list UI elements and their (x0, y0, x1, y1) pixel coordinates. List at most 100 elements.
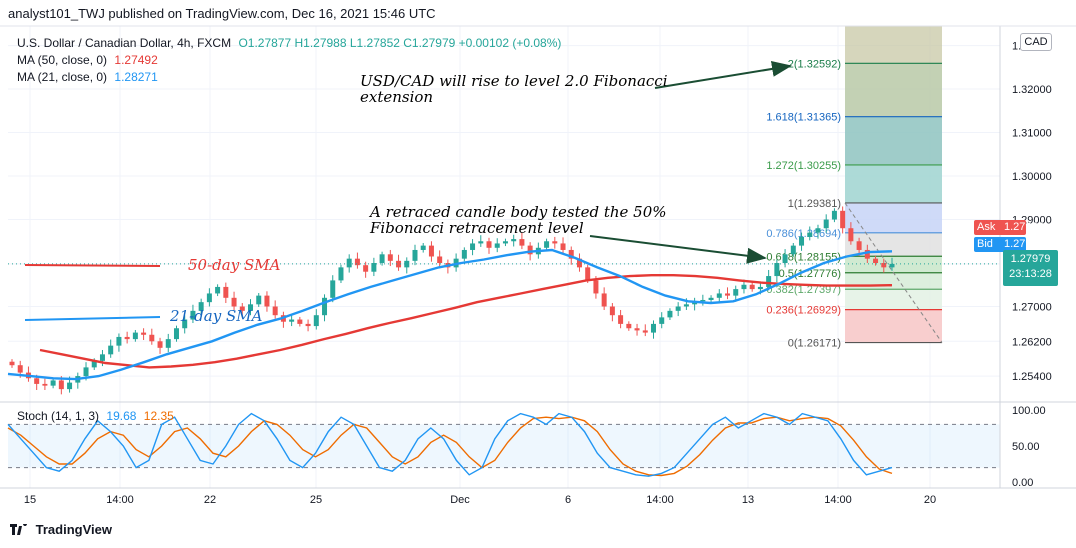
stoch-k-line (7, 412, 893, 477)
candle-body (305, 323, 311, 327)
ask-box: Ask 1.27982 (974, 220, 1044, 235)
candle-body (396, 260, 402, 268)
candle-body (807, 232, 813, 237)
sma21-annotation: 21-day SMA (170, 307, 263, 325)
ask-value: 1.27982 (1004, 221, 1044, 233)
target-arrow (654, 60, 792, 89)
stoch-legend[interactable]: Stoch (14, 1, 3) 19.68 12.35 (17, 409, 174, 423)
ask-label: Ask (977, 221, 996, 233)
retrace-annotation-line1: A retraced candle body tested the 50% (370, 203, 667, 221)
candle-body (313, 315, 319, 327)
time-tick-label: 25 (310, 494, 322, 506)
candles (8, 206, 1000, 395)
candle-body (889, 263, 895, 268)
fib-level-label: 1.618(1.31365) (766, 112, 841, 124)
fib-level-label: 2(1.32592) (788, 58, 841, 70)
fib-zone-top (845, 26, 942, 64)
ma21-line (7, 248, 893, 381)
moving-averages (7, 248, 893, 381)
candle-body (527, 245, 533, 255)
candle-body (297, 319, 303, 324)
candle-body (404, 260, 410, 268)
candle-body (190, 310, 196, 320)
candle-body (856, 241, 862, 250)
bid-value: 1.27979 (1004, 238, 1044, 250)
fib-zone (845, 116, 942, 165)
ma21-value: 1.28271 (114, 70, 158, 84)
fib-level-label: 1.272(1.30255) (766, 160, 841, 172)
candle-body (108, 345, 114, 355)
candle-body (609, 306, 615, 316)
stoch-d-value: 12.35 (143, 409, 174, 423)
currency-button[interactable]: CAD (1020, 33, 1052, 51)
candle-body (206, 293, 212, 303)
candle-body (568, 249, 574, 259)
stoch-d-line (7, 416, 893, 477)
candle-body (420, 245, 426, 250)
candle-body (173, 328, 179, 340)
candle-body (354, 258, 360, 266)
candle-body (157, 341, 163, 348)
last-price-box: 1.27979 23:13:28 (1003, 250, 1058, 286)
candle-body (165, 339, 171, 348)
candle-body (626, 323, 632, 329)
fib-zone (845, 202, 942, 233)
candle-body (766, 276, 772, 287)
bid-label: Bid (977, 238, 993, 250)
time-tick-label: 14:00 (824, 494, 852, 506)
candle-body (17, 365, 23, 373)
candle-body (223, 286, 229, 298)
candle-body (67, 382, 73, 390)
last-price: 1.27979 (1010, 253, 1051, 265)
ma50-value: 1.27492 (114, 53, 158, 67)
candle-body (815, 228, 821, 233)
candle-body (864, 249, 870, 259)
candle-body (552, 241, 558, 244)
candle-body (264, 295, 270, 307)
candle-body (198, 302, 204, 311)
candle-body (231, 297, 237, 307)
candle-body (470, 243, 476, 250)
candle-body (338, 267, 344, 281)
candle-body (132, 332, 138, 340)
ma50-legend[interactable]: MA (50, close, 0) 1.27492 (17, 53, 158, 67)
ma21-legend[interactable]: MA (21, close, 0) 1.28271 (17, 70, 158, 84)
candle-body (428, 245, 434, 257)
candle-body (330, 280, 336, 298)
ohlc-values: O1.27877 H1.27988 L1.27852 C1.27979 +0.0… (238, 36, 562, 50)
candle-body (741, 284, 747, 290)
time-tick-label: 15 (24, 494, 36, 506)
candle-body (585, 267, 591, 281)
symbol-legend[interactable]: U.S. Dollar / Canadian Dollar, 4h, FXCM … (17, 36, 561, 50)
time-tick-label: 6 (565, 494, 571, 506)
candle-body (799, 236, 805, 246)
target-annotation-line1: USD/CAD will rise to level 2.0 Fibonacci (360, 72, 668, 90)
candle-body (58, 380, 64, 390)
time-tick-label: 13 (742, 494, 754, 506)
bid-box: Bid 1.27979 (974, 237, 1044, 252)
candle-body (667, 310, 673, 318)
candle-body (790, 245, 796, 255)
candle-body (272, 306, 278, 316)
candle-body (683, 304, 689, 307)
tradingview-logo[interactable]: TradingView (10, 522, 112, 537)
candle-body (248, 304, 254, 311)
fib-level-label: 1(1.29381) (788, 198, 841, 210)
tradingview-brand: TradingView (35, 522, 112, 537)
sma50-annotation: 50-day SMA (188, 256, 281, 274)
candle-body (91, 360, 97, 368)
candle-body (502, 241, 508, 244)
fib-level-label: 0.236(1.26929) (766, 305, 841, 317)
fib-trend-line (844, 202, 943, 343)
candle-body (379, 254, 385, 264)
candle-body (708, 297, 714, 300)
time-tick-label: 14:00 (646, 494, 674, 506)
stoch-k-value: 19.68 (106, 409, 137, 423)
candle-body (50, 380, 56, 386)
candle-body (387, 254, 393, 261)
stochastic-pane (0, 401, 1076, 477)
candle-body (700, 299, 706, 302)
candle-body (99, 354, 105, 361)
candle-body (182, 319, 188, 329)
candle-body (733, 289, 739, 296)
